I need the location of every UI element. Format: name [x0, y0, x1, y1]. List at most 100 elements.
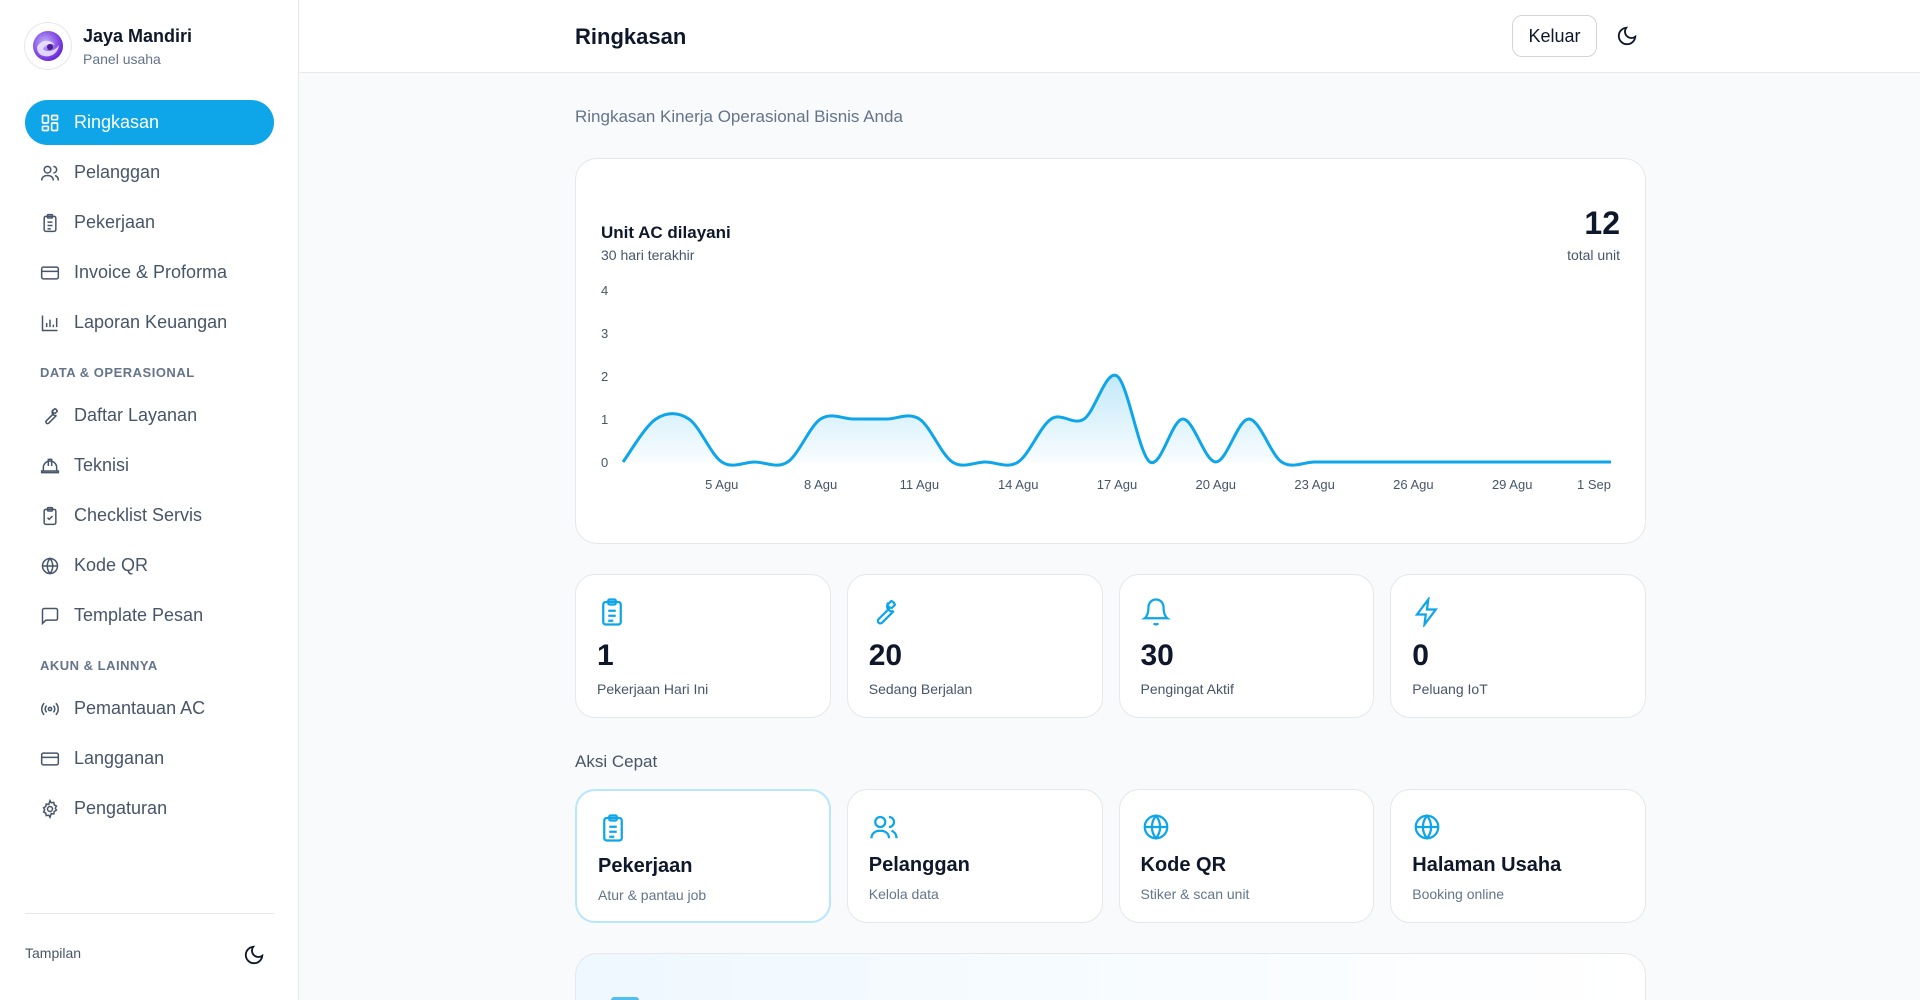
data-point[interactable]: 30 Agu: 0: [1539, 456, 1551, 468]
data-point[interactable]: 14 Agu: 0: [1012, 456, 1024, 468]
sidebar-item-kode-qr[interactable]: Kode QR: [25, 543, 274, 588]
stat-card-peluang-iot[interactable]: 0 Peluang IoT: [1390, 574, 1646, 718]
data-point[interactable]: 3 Agu: 1: [650, 413, 662, 425]
data-point[interactable]: 25 Agu: 0: [1374, 456, 1386, 468]
data-point[interactable]: 16 Agu: 1: [1078, 413, 1090, 425]
stat-card-sedang-berjalan[interactable]: 20 Sedang Berjalan: [846, 574, 1103, 718]
data-point[interactable]: 10 Agu: 1: [880, 413, 892, 425]
sidebar-item-pemantauan-ac[interactable]: Pemantauan AC: [25, 686, 274, 731]
users-icon: [40, 165, 60, 181]
data-point[interactable]: 6 Agu: 0: [749, 456, 761, 468]
data-point[interactable]: 26 Agu: 0: [1407, 456, 1419, 468]
data-point[interactable]: 18 Agu: 0: [1144, 456, 1156, 468]
data-point[interactable]: 1 Sep: 0: [1605, 456, 1617, 468]
sidebar-item-laporan-keuangan[interactable]: Laporan Keuangan: [25, 300, 274, 345]
clipboard-icon: [43, 213, 57, 232]
quick-action-label: Pekerjaan: [598, 855, 693, 877]
brand-name: Jaya Mandiri: [83, 25, 193, 46]
quick-action-pekerjaan[interactable]: Pekerjaan Atur & pantau job: [575, 789, 831, 923]
sidebar-item-langganan[interactable]: Langganan: [25, 736, 274, 781]
data-point[interactable]: 24 Agu: 0: [1342, 456, 1354, 468]
stat-card-pengingat-aktif[interactable]: 30 Pengingat Aktif: [1118, 574, 1375, 718]
logout-button[interactable]: Keluar: [1512, 15, 1597, 57]
globe-icon: [1143, 813, 1168, 841]
sidebar-item-label: Kode QR: [74, 555, 149, 575]
sidebar-item-label: Teknisi: [74, 455, 130, 475]
message-icon: [41, 607, 59, 625]
sidebar-item-checklist-servis[interactable]: Checklist Servis: [25, 493, 274, 538]
quick-action-label: Pelanggan: [868, 854, 970, 876]
data-point[interactable]: 5 Agu: 0: [716, 456, 728, 468]
sidebar-item-template-pesan[interactable]: Template Pesan: [25, 593, 274, 638]
quick-action-label: Halaman Usaha: [1412, 854, 1562, 876]
stat-label: Pekerjaan Hari Ini: [597, 681, 709, 697]
quick-actions-title: Aksi Cepat: [575, 752, 658, 771]
data-point[interactable]: 23 Agu: 0: [1309, 456, 1321, 468]
radio-signal-icon: [41, 702, 59, 715]
stat-card-pekerjaan-hari-ini[interactable]: 1 Pekerjaan Hari Ini: [575, 574, 831, 718]
data-point[interactable]: 17 Agu: 2: [1111, 370, 1123, 382]
units-served-chart: 0 1 2 3 4 2 Agu: 0 3 Agu: 1 4 Agu: 1 5 Agu: 0 6 A…: [601, 283, 1617, 492]
sidebar-item-label: Langganan: [74, 748, 165, 768]
sidebar-item-label: Invoice & Proforma: [74, 262, 228, 282]
brand[interactable]: Jaya Mandiri Panel usaha: [24, 22, 192, 70]
data-point[interactable]: 21 Agu: 1: [1243, 413, 1255, 425]
data-point[interactable]: 28 Agu: 0: [1473, 456, 1485, 468]
stat-value: 20: [868, 639, 903, 672]
sidebar-item-ringkasan[interactable]: Ringkasan: [25, 100, 274, 145]
data-point[interactable]: 4 Agu: 1: [683, 413, 695, 425]
page-subtitle: Ringkasan Kinerja Operasional Bisnis And…: [575, 107, 903, 126]
x-tick-label: 17 Agu: [1097, 477, 1138, 492]
data-point[interactable]: 31 Agu: 0: [1572, 456, 1584, 468]
sidebar-item-pekerjaan[interactable]: Pekerjaan: [25, 200, 274, 245]
stat-label: Pengingat Aktif: [1140, 681, 1234, 697]
sidebar-item-label: Pelanggan: [74, 162, 161, 182]
moon-icon[interactable]: [243, 944, 265, 966]
stat-value: 0: [1412, 639, 1429, 672]
quick-action-halaman-usaha[interactable]: Halaman Usaha Booking online: [1390, 789, 1646, 923]
sidebar: Jaya Mandiri Panel usaha Ringkasan Pelan…: [0, 0, 299, 1000]
data-point[interactable]: 9 Agu: 1: [848, 413, 860, 425]
moon-icon[interactable]: [1616, 25, 1638, 47]
dashboard-icon: [41, 114, 59, 131]
data-point[interactable]: 20 Agu: 0: [1210, 456, 1222, 468]
x-tick-label: 11 Agu: [900, 477, 940, 492]
data-point[interactable]: 12 Agu: 0: [946, 456, 958, 468]
y-tick-label: 3: [601, 326, 608, 341]
quick-action-pelanggan[interactable]: Pelanggan Kelola data: [846, 789, 1103, 923]
sidebar-item-daftar-layanan[interactable]: Daftar Layanan: [25, 393, 274, 438]
globe-icon: [1414, 813, 1440, 841]
quick-action-sub: Stiker & scan unit: [1140, 886, 1250, 902]
sidebar-item-invoice[interactable]: Invoice & Proforma: [25, 250, 274, 295]
data-point[interactable]: 22 Agu: 0: [1276, 456, 1288, 468]
sidebar-item-pengaturan[interactable]: Pengaturan: [25, 786, 274, 831]
credit-card-icon: [40, 265, 60, 280]
bottom-card-icon: [611, 997, 639, 1000]
data-point[interactable]: 15 Agu: 1: [1045, 413, 1057, 425]
x-tick-label: 29 Agu: [1492, 477, 1533, 492]
sidebar-divider: [25, 913, 274, 914]
data-point[interactable]: 2 Agu: 0: [617, 456, 629, 468]
clipboard-check-icon: [43, 506, 57, 525]
sidebar-item-label: Pekerjaan: [74, 212, 156, 232]
stat-value: 1: [597, 639, 614, 672]
data-point[interactable]: 19 Agu: 1: [1177, 413, 1189, 425]
clipboard-icon: [603, 814, 623, 842]
sidebar-item-teknisi[interactable]: Teknisi: [25, 443, 274, 488]
top-header: Ringkasan Keluar: [300, 0, 1920, 73]
bell-icon: [1140, 598, 1171, 626]
x-tick-label: 5 Agu: [705, 477, 738, 492]
y-tick-label: 2: [601, 369, 608, 384]
chart-total-value: 12: [1584, 205, 1620, 241]
data-point[interactable]: 11 Agu: 1: [913, 413, 925, 425]
data-point[interactable]: 29 Agu: 0: [1506, 456, 1518, 468]
data-point[interactable]: 8 Agu: 1: [815, 413, 827, 425]
gear-icon: [42, 798, 58, 819]
data-point[interactable]: 7 Agu: 0: [782, 456, 794, 468]
chart-card: Unit AC dilayani 30 hari terakhir 12 tot…: [575, 158, 1646, 544]
chart-total-label: total unit: [1567, 247, 1620, 263]
data-point[interactable]: 13 Agu: 0: [979, 456, 991, 468]
quick-action-kode-qr[interactable]: Kode QR Stiker & scan unit: [1118, 789, 1375, 923]
sidebar-item-pelanggan[interactable]: Pelanggan: [25, 150, 274, 195]
data-point[interactable]: 27 Agu: 0: [1440, 456, 1452, 468]
